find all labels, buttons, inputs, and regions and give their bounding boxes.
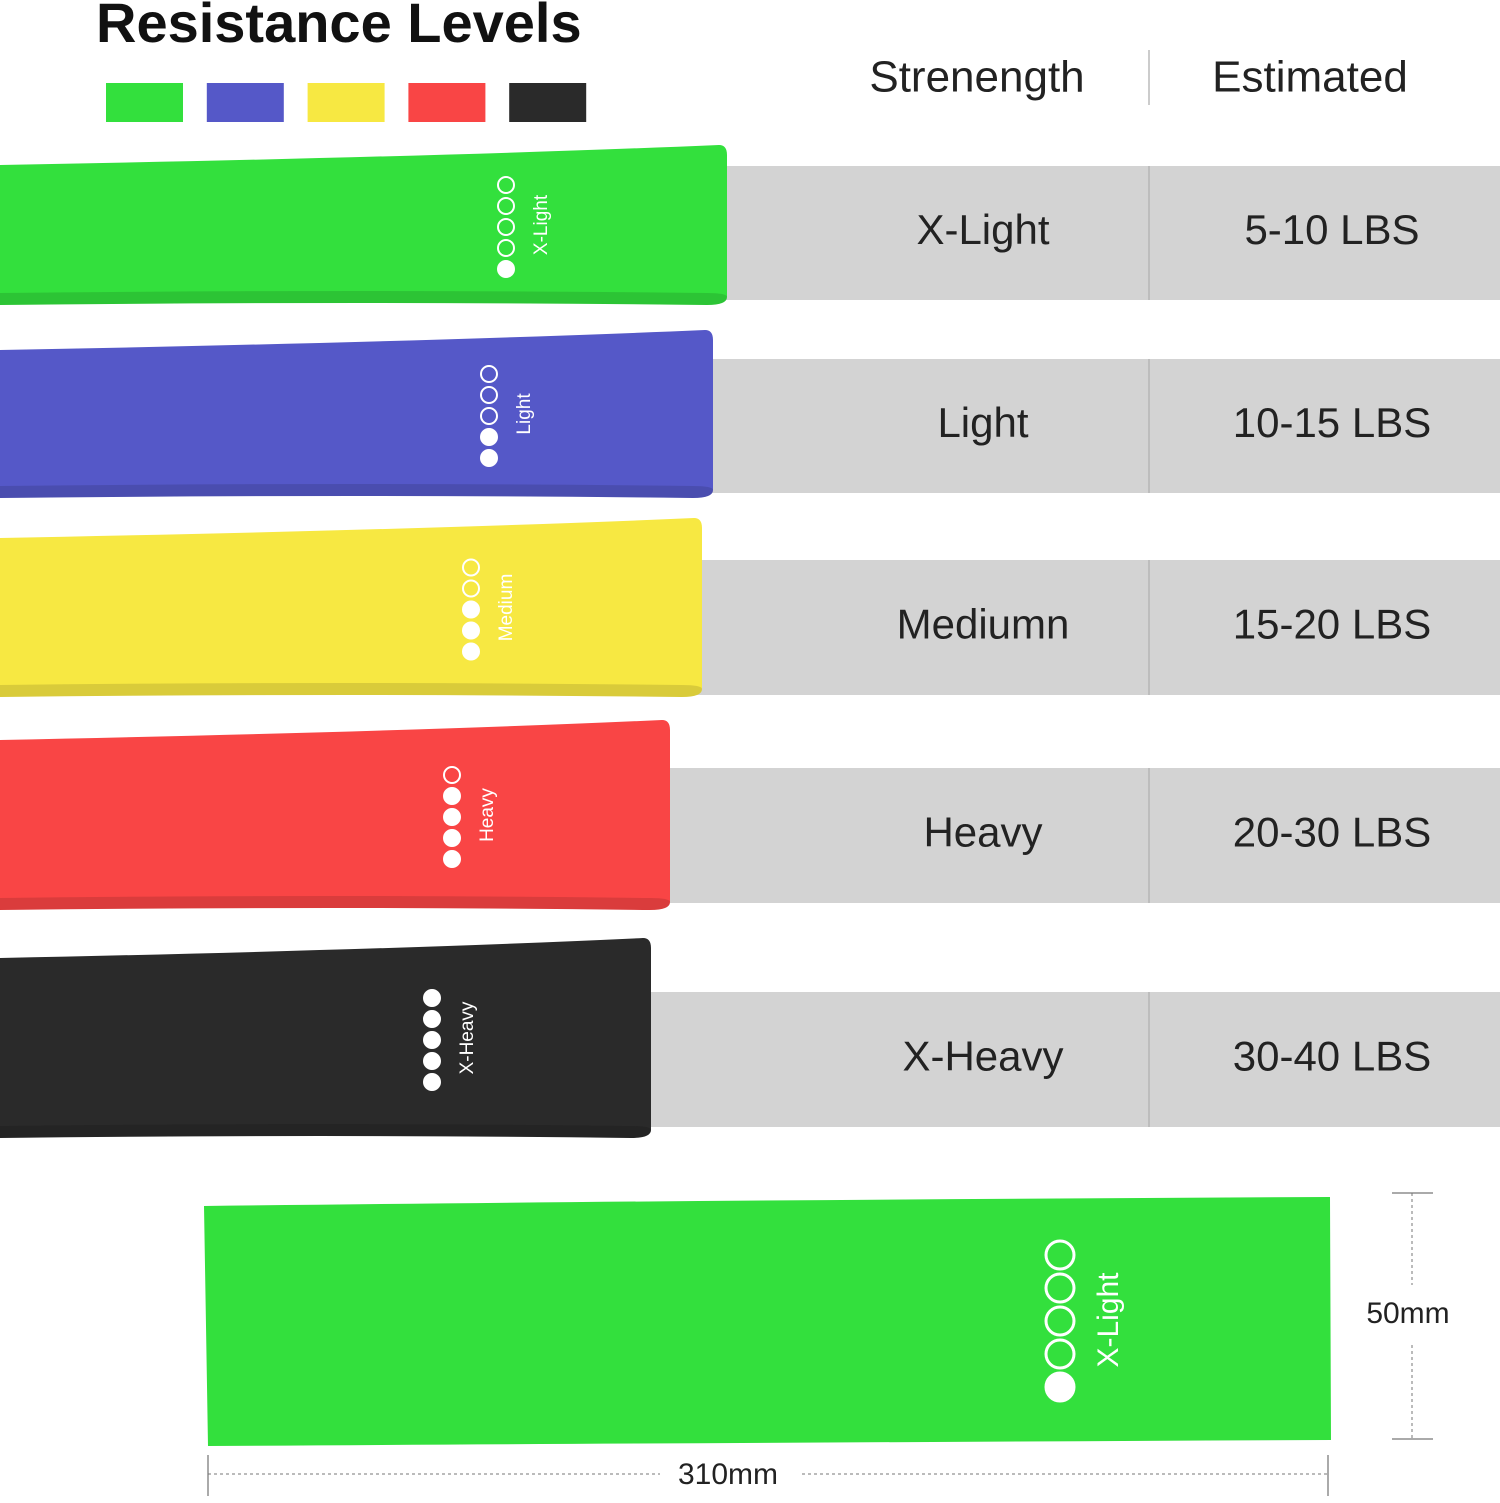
strength: Heavy xyxy=(923,809,1042,856)
level-dot xyxy=(1044,1305,1076,1337)
level-dot xyxy=(423,1010,441,1028)
swatch xyxy=(509,83,587,122)
band-label: X-Light xyxy=(531,194,552,255)
level-dot xyxy=(423,1052,441,1070)
level-dot xyxy=(423,1031,441,1049)
band-label: X-Light xyxy=(1092,1272,1125,1368)
band xyxy=(0,720,670,910)
band xyxy=(0,145,727,305)
band xyxy=(0,938,651,1138)
level-dot xyxy=(462,621,480,640)
band-label: X-Heavy xyxy=(457,1001,478,1074)
level-dot xyxy=(480,449,498,467)
level-dot xyxy=(443,766,461,784)
swatch xyxy=(206,83,284,122)
level-dot xyxy=(1044,1272,1076,1304)
dim-label: 50mm xyxy=(1366,1297,1449,1330)
size-band: X-Light 50mm 310mm xyxy=(204,1192,1450,1496)
level-dot xyxy=(462,642,480,661)
band-fold xyxy=(0,484,713,498)
band-fold xyxy=(0,1124,651,1138)
band-label: Medium xyxy=(496,574,517,642)
level-dot xyxy=(497,260,515,278)
level-dot xyxy=(423,1073,441,1091)
row-background xyxy=(717,166,1500,300)
level-dot xyxy=(443,850,461,868)
level-dot xyxy=(443,829,461,847)
level-dot xyxy=(462,558,480,577)
level-dot xyxy=(497,218,515,236)
estimated: 5-10 LBS xyxy=(1244,206,1419,253)
level-dot xyxy=(423,989,441,1007)
estimated: 10-15 LBS xyxy=(1233,399,1431,446)
band-fold xyxy=(0,291,727,305)
band-label: Heavy xyxy=(477,788,498,842)
row-background xyxy=(692,560,1500,695)
row-background xyxy=(660,768,1500,903)
level-dot xyxy=(462,579,480,598)
swatch xyxy=(307,83,385,122)
band-fold xyxy=(0,683,702,697)
level-dot xyxy=(462,600,480,619)
strength: X-Heavy xyxy=(902,1033,1063,1080)
swatch xyxy=(106,83,183,122)
strength: X-Light xyxy=(916,206,1049,253)
row-background xyxy=(703,359,1500,493)
level-dot xyxy=(480,386,498,404)
level-dot xyxy=(443,787,461,805)
level-dot xyxy=(443,808,461,826)
level-dot xyxy=(1044,1239,1076,1271)
estimated: 20-30 LBS xyxy=(1233,809,1431,856)
band-label: Light xyxy=(514,393,535,435)
level-dot xyxy=(1044,1371,1076,1403)
level-dot xyxy=(497,176,515,194)
band-fold xyxy=(0,896,670,910)
estimated: 30-40 LBS xyxy=(1233,1033,1431,1080)
band xyxy=(0,518,702,697)
level-dot xyxy=(480,428,498,446)
column-heading: Estimated xyxy=(1212,53,1408,102)
row-background xyxy=(641,992,1500,1127)
strength: Mediumn xyxy=(897,601,1070,648)
column-heading: Strenength xyxy=(869,53,1084,102)
band xyxy=(0,330,713,498)
level-dot xyxy=(480,365,498,383)
level-dot xyxy=(1044,1338,1076,1370)
rows: X-Light X-Light 5-10 LBS Light Light 10-15 LB… xyxy=(0,83,1500,1138)
title: Resistance Levels xyxy=(96,0,582,54)
level-dot xyxy=(480,407,498,425)
level-dot xyxy=(497,239,515,257)
band-large xyxy=(204,1197,1331,1446)
dim-label: 310mm xyxy=(678,1458,778,1491)
estimated: 15-20 LBS xyxy=(1233,601,1431,648)
swatch xyxy=(408,83,486,122)
level-dot xyxy=(497,197,515,215)
strength: Light xyxy=(937,399,1028,446)
